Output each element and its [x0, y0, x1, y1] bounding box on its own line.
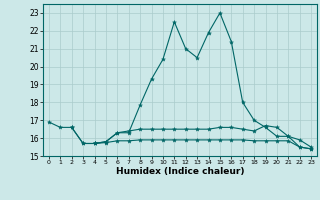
X-axis label: Humidex (Indice chaleur): Humidex (Indice chaleur): [116, 167, 244, 176]
